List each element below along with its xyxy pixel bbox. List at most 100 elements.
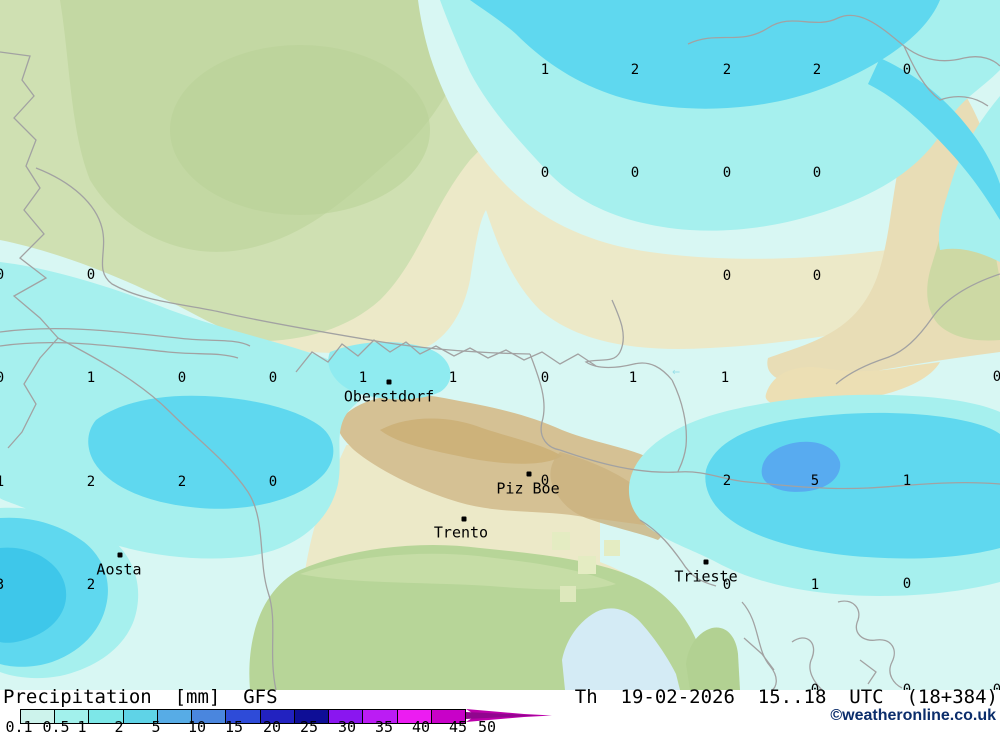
legend-color-bar <box>20 709 466 724</box>
precip-value: 2 <box>630 62 640 78</box>
precip-darker-southwest-core <box>0 547 67 643</box>
legend-tick: 45 <box>448 718 468 733</box>
flow-arrow-icon: ← <box>672 364 680 380</box>
city-dot-oberstdorf <box>386 379 392 385</box>
precip-value: 2 <box>722 473 732 489</box>
precip-value: 0 <box>0 371 4 385</box>
city-dot-trieste <box>703 559 709 565</box>
precip-value: 0 <box>268 474 278 490</box>
legend-tick: 35 <box>374 718 394 733</box>
city-dot-aosta <box>117 552 123 558</box>
legend-tick: 5 <box>151 718 161 733</box>
precip-value: 0 <box>177 370 187 386</box>
legend-segment <box>397 710 432 723</box>
legend-segment <box>89 710 124 723</box>
precip-value: 0 <box>0 268 4 282</box>
legend-tick: 20 <box>262 718 282 733</box>
precip-value: 5 <box>810 473 820 489</box>
precip-value: 2 <box>86 474 96 490</box>
precip-value: 1 <box>86 370 96 386</box>
precip-value: 0 <box>992 369 1000 385</box>
precip-value: 0 <box>86 267 96 283</box>
precipitation-map: 1 2 2 2 0 0 0 0 0 0 0 0 0 0 1 0 0 1 1 0 1 1 0 1 2 2 0 0 2 5 1 3 2 0 1 0 0 0 0 O… <box>0 0 1000 690</box>
precip-value: 0 <box>540 165 550 181</box>
legend-segment <box>329 710 364 723</box>
precip-medium-oberstdorf <box>328 341 451 400</box>
precip-value: 0 <box>540 370 550 386</box>
precip-dark-northeast-arm <box>868 58 1000 220</box>
legend-title: Precipitation [mm] GFS <box>3 686 278 708</box>
precip-value: 1 <box>0 475 4 489</box>
legend-tick: 15 <box>224 718 244 733</box>
terrain-patch <box>560 586 576 602</box>
legend-segment <box>431 710 466 723</box>
terrain-alps-ridge <box>380 418 562 464</box>
precip-value: 0 <box>902 682 912 690</box>
city-dot-trento <box>461 516 467 522</box>
footer-bar: Precipitation [mm] GFS Th 19-02-2026 15.… <box>0 686 1000 733</box>
legend-tick: 0.1 <box>5 718 33 733</box>
legend-tick: 40 <box>411 718 431 733</box>
precip-value: 1 <box>448 370 458 386</box>
precip-value: 0 <box>902 576 912 592</box>
terrain-patch <box>604 540 620 556</box>
precip-value: 0 <box>268 370 278 386</box>
city-label-trieste: Trieste <box>674 567 738 586</box>
precip-medium-east-streak <box>938 96 1000 262</box>
precip-value: 2 <box>177 474 187 490</box>
precip-blue-core <box>761 441 841 492</box>
legend-tick: 0.5 <box>42 718 70 733</box>
precip-dark-west <box>88 395 334 509</box>
city-dot-piz-boe <box>526 471 532 477</box>
precip-value: 0 <box>812 268 822 284</box>
precip-value: 2 <box>86 577 96 593</box>
precip-value: 1 <box>540 62 550 78</box>
precip-value: 0 <box>902 62 912 78</box>
legend-tick: 25 <box>299 718 319 733</box>
legend-segment <box>260 710 295 723</box>
precip-value: 1 <box>358 370 368 386</box>
terrain-patch <box>578 556 596 574</box>
terrain-green-south-light <box>300 553 616 590</box>
legend-tick: 50 <box>477 718 497 733</box>
legend-segment <box>21 710 56 723</box>
precip-value: 0 <box>722 165 732 181</box>
legend-segment <box>123 710 158 723</box>
precip-value: 1 <box>902 473 912 489</box>
terrain-patch <box>552 532 570 550</box>
country-borders <box>0 14 1000 690</box>
precip-value: 0 <box>540 473 550 489</box>
precip-value: 0 <box>722 268 732 284</box>
legend-segment <box>157 710 193 723</box>
map-graphic <box>0 0 1000 690</box>
legend-segment <box>226 710 261 723</box>
legend-tick: 2 <box>114 718 124 733</box>
precip-value: 2 <box>812 62 822 78</box>
legend-tick: 1 <box>77 718 87 733</box>
map-labels-layer: 1 2 2 2 0 0 0 0 0 0 0 0 0 0 1 0 0 1 1 0 1 1 0 1 2 2 0 0 2 5 1 3 2 0 1 0 0 0 0 O… <box>0 62 1000 690</box>
precip-value: 1 <box>720 370 730 386</box>
precip-value: 0 <box>812 165 822 181</box>
precip-dark-north <box>470 0 940 109</box>
city-label-piz-boe: Piz Boe <box>496 479 560 498</box>
legend-segment <box>55 710 90 723</box>
city-label-oberstdorf: Oberstdorf <box>343 387 435 406</box>
precip-value: 0 <box>722 577 732 593</box>
precip-value: 1 <box>628 370 638 386</box>
precip-value: 2 <box>722 62 732 78</box>
legend-tick: 10 <box>187 718 207 733</box>
legend-tick: 30 <box>337 718 357 733</box>
terrain-green-ridge <box>170 45 430 215</box>
legend-segment <box>294 710 330 723</box>
copyright-link[interactable]: ©weatheronline.co.uk <box>830 707 996 724</box>
city-label-trento: Trento <box>433 523 489 542</box>
terrain-alps-east <box>550 452 665 540</box>
legend-segment <box>363 710 398 723</box>
precip-value: 1 <box>810 577 820 593</box>
precip-value: 0 <box>630 165 640 181</box>
legend-arrow-icon <box>466 709 552 722</box>
precip-value: 3 <box>0 578 4 592</box>
istria-peninsula <box>686 627 740 690</box>
legend-segment <box>192 710 227 723</box>
